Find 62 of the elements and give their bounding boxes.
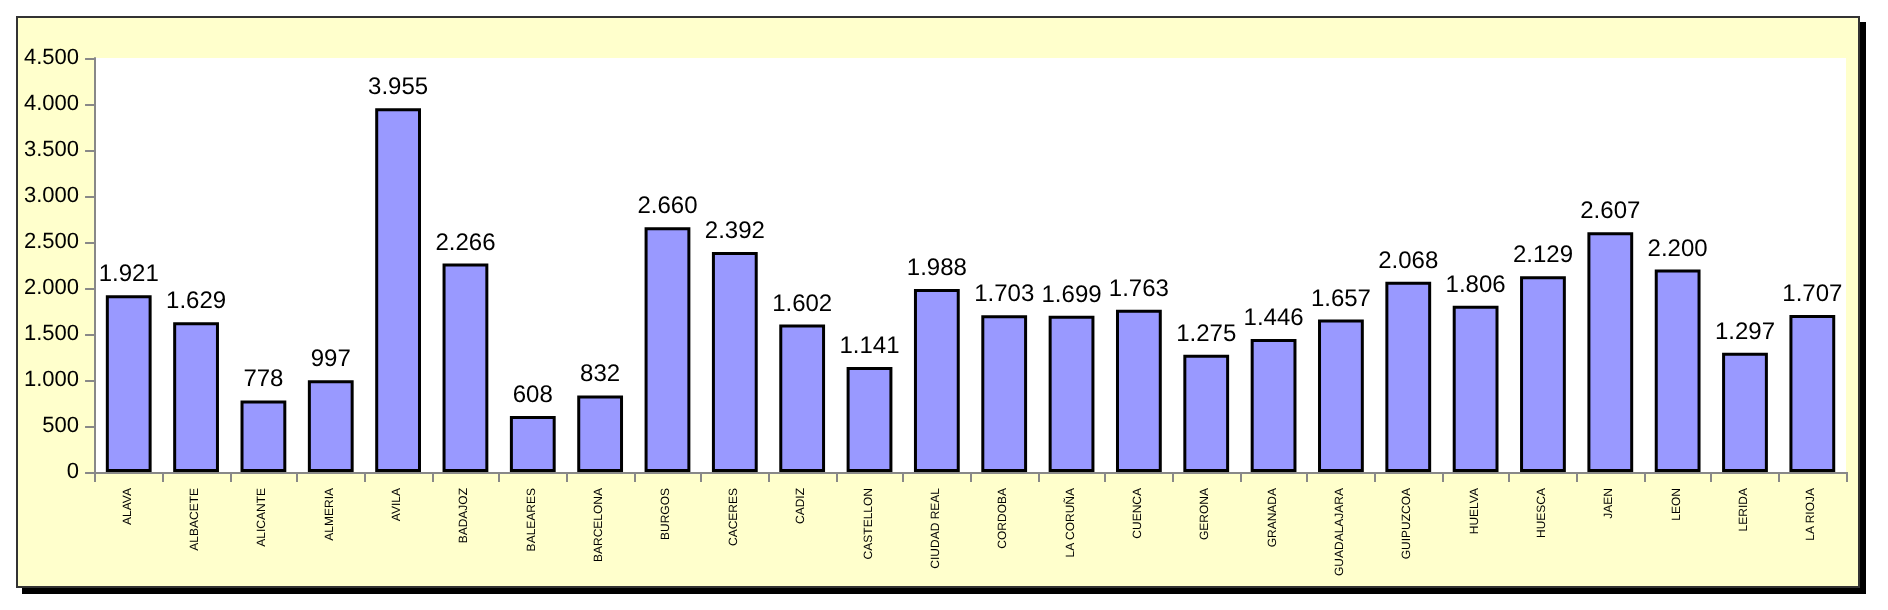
data-label: 1.297	[1714, 316, 1776, 345]
bar	[644, 227, 691, 472]
data-label: 832	[580, 359, 621, 388]
y-tick-label: 2.500	[23, 230, 80, 254]
data-label: 2.607	[1580, 196, 1641, 225]
data-label: 1.446	[1243, 302, 1305, 331]
y-tick-label: 1.000	[23, 368, 80, 392]
y-tick-label: 2.000	[23, 276, 80, 300]
bar	[105, 295, 152, 472]
data-label: 2.068	[1378, 245, 1439, 274]
bar	[779, 324, 826, 472]
y-tick-label: 3.000	[23, 184, 80, 208]
bar	[307, 380, 354, 472]
data-label: 1.988	[906, 253, 968, 282]
data-label: 1.141	[839, 331, 901, 360]
bar	[375, 108, 421, 472]
data-label: 1.602	[772, 288, 833, 317]
bar	[1789, 314, 1836, 472]
bar	[577, 395, 624, 472]
data-label: 997	[310, 344, 352, 373]
y-tick-label: 1.500	[23, 322, 80, 346]
bar	[1115, 309, 1162, 472]
data-label: 778	[243, 364, 285, 393]
data-label: 1.707	[1782, 278, 1844, 307]
bar	[1385, 281, 1432, 472]
data-label: 2.129	[1512, 240, 1574, 269]
data-label: 1.806	[1445, 269, 1507, 298]
y-tick-label: 4.000	[23, 92, 80, 116]
bar	[981, 315, 1028, 472]
bar	[240, 400, 287, 472]
bar	[1654, 269, 1701, 472]
bar	[1722, 352, 1768, 472]
data-label: 608	[512, 380, 554, 409]
data-label: 2.660	[637, 191, 699, 220]
bar	[442, 263, 489, 472]
bar	[913, 289, 960, 472]
bar	[1048, 315, 1095, 472]
bar	[1587, 232, 1634, 472]
bar	[509, 416, 556, 472]
y-tick-label: 500	[42, 414, 80, 438]
bar	[1183, 354, 1230, 472]
bar	[1250, 338, 1297, 472]
data-label: 1.275	[1176, 318, 1237, 347]
bar	[173, 322, 219, 472]
bar	[846, 367, 893, 472]
bar	[1452, 305, 1499, 472]
data-label: 1.921	[98, 259, 160, 288]
data-label: 2.392	[704, 215, 766, 244]
data-label: 1.699	[1041, 279, 1103, 308]
bar	[1520, 276, 1566, 472]
data-label: 1.629	[166, 286, 227, 315]
y-tick-label: 3.500	[23, 138, 80, 162]
bar	[1318, 319, 1364, 472]
data-label: 1.703	[974, 279, 1035, 308]
y-tick-label: 4.500	[23, 46, 80, 70]
bar	[711, 251, 758, 472]
y-tick-label: 0	[66, 460, 80, 484]
data-label: 2.266	[435, 227, 497, 256]
data-label: 3.955	[368, 72, 429, 101]
data-label: 1.763	[1108, 273, 1170, 302]
data-label: 2.200	[1647, 233, 1709, 262]
data-label: 1.657	[1310, 283, 1372, 312]
